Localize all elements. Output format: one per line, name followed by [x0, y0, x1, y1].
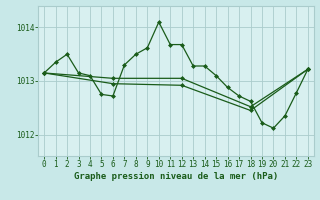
X-axis label: Graphe pression niveau de la mer (hPa): Graphe pression niveau de la mer (hPa) [74, 172, 278, 181]
